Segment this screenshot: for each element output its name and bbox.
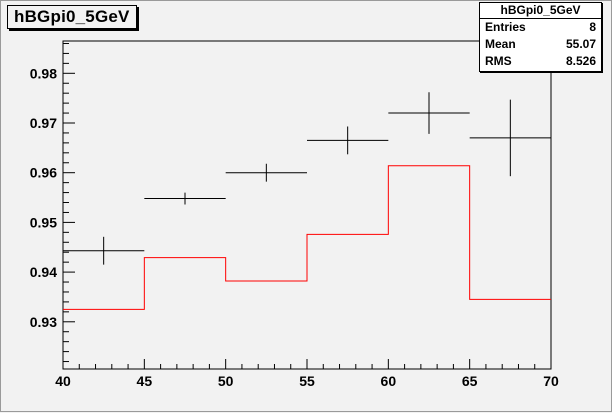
x-tick-label: 55 xyxy=(299,373,315,389)
x-tick-label: 60 xyxy=(381,373,397,389)
plot-frame xyxy=(62,40,552,370)
stats-value: 8 xyxy=(589,20,596,34)
x-tick-label: 70 xyxy=(543,373,559,389)
y-tick-label: 0.97 xyxy=(30,115,57,131)
chart-title-box: hBGpi0_5GeV xyxy=(7,5,137,29)
y-tick-label: 0.95 xyxy=(30,214,57,230)
stats-box: hBGpi0_5GeV Entries 8 Mean 55.07 RMS 8.5… xyxy=(479,2,602,72)
x-tick-label: 45 xyxy=(137,373,153,389)
stats-row-rms: RMS 8.526 xyxy=(480,53,601,70)
stats-row-entries: Entries 8 xyxy=(480,19,601,36)
chart-title: hBGpi0_5GeV xyxy=(14,7,130,26)
red-histogram-line xyxy=(63,165,551,310)
stats-value: 8.526 xyxy=(565,54,596,68)
stats-label: RMS xyxy=(485,54,512,68)
y-tick-label: 0.96 xyxy=(30,165,57,181)
stats-label: Entries xyxy=(485,20,526,34)
y-tick-label: 0.98 xyxy=(30,65,57,81)
x-tick-label: 50 xyxy=(218,373,234,389)
x-tick-label: 65 xyxy=(462,373,478,389)
y-tick-label: 0.94 xyxy=(30,264,57,280)
x-tick-label: 40 xyxy=(55,373,71,389)
stats-label: Mean xyxy=(485,37,516,51)
y-tick-label: 0.93 xyxy=(30,314,57,330)
stats-value: 55.07 xyxy=(565,37,596,51)
stats-row-mean: Mean 55.07 xyxy=(480,36,601,53)
stats-header: hBGpi0_5GeV xyxy=(480,3,601,19)
